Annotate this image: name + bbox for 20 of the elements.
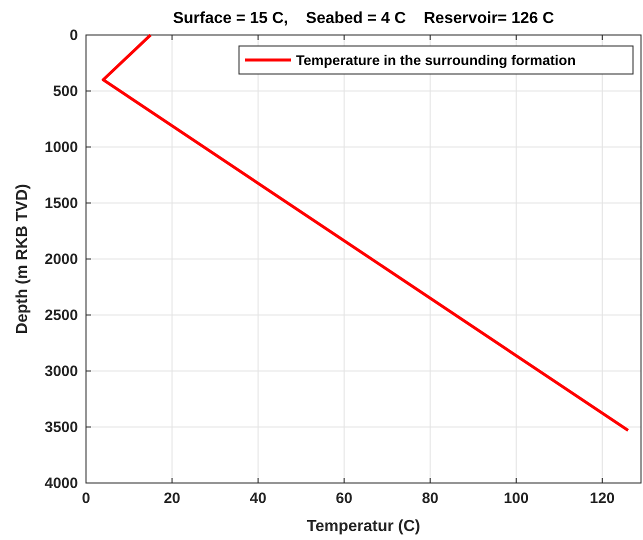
x-tick-label: 40 (250, 490, 266, 507)
x-tick-label: 0 (82, 490, 90, 507)
y-tick-label: 3000 (44, 363, 78, 380)
x-tick-label: 60 (336, 490, 352, 507)
x-tick-label: 100 (504, 490, 529, 507)
x-tick-label: 20 (164, 490, 180, 507)
y-axis-title: Depth (m RKB TVD) (14, 184, 31, 334)
y-tick-label: 2500 (44, 307, 78, 324)
y-tick-label: 0 (70, 27, 78, 44)
y-tick-label: 500 (52, 83, 78, 100)
legend-label: Temperature in the surrounding formation (296, 52, 576, 68)
y-tick-label: 1000 (44, 139, 78, 156)
x-axis-title: Temperatur (C) (306, 518, 420, 535)
y-tick-label: 1500 (44, 195, 78, 212)
chart-title: Surface = 15 C, Seabed = 4 C Reservoir= 126 C (172, 10, 554, 27)
y-tick-label: 4000 (44, 475, 78, 492)
x-tick-label: 120 (590, 490, 615, 507)
y-tick-label: 3500 (44, 419, 78, 436)
y-tick-label: 2000 (44, 251, 78, 268)
x-tick-label: 80 (422, 490, 439, 507)
